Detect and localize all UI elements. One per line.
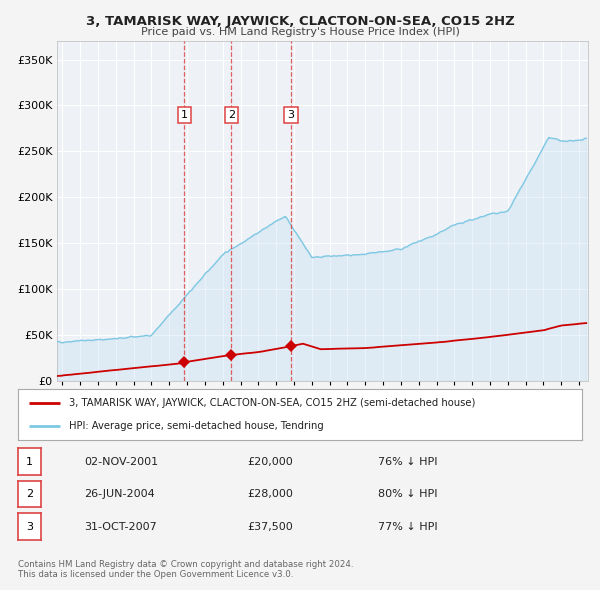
Text: 3, TAMARISK WAY, JAYWICK, CLACTON-ON-SEA, CO15 2HZ: 3, TAMARISK WAY, JAYWICK, CLACTON-ON-SEA… <box>86 15 514 28</box>
Text: HPI: Average price, semi-detached house, Tendring: HPI: Average price, semi-detached house,… <box>69 421 323 431</box>
Text: 3: 3 <box>26 522 33 532</box>
Text: 3, TAMARISK WAY, JAYWICK, CLACTON-ON-SEA, CO15 2HZ (semi-detached house): 3, TAMARISK WAY, JAYWICK, CLACTON-ON-SEA… <box>69 398 475 408</box>
Text: 02-NOV-2001: 02-NOV-2001 <box>84 457 158 467</box>
Text: 77% ↓ HPI: 77% ↓ HPI <box>378 522 437 532</box>
Text: 1: 1 <box>26 457 33 467</box>
Text: £28,000: £28,000 <box>247 489 293 499</box>
Text: 31-OCT-2007: 31-OCT-2007 <box>84 522 157 532</box>
Text: 1: 1 <box>181 110 188 120</box>
Text: 80% ↓ HPI: 80% ↓ HPI <box>378 489 437 499</box>
Text: 76% ↓ HPI: 76% ↓ HPI <box>378 457 437 467</box>
Text: £20,000: £20,000 <box>247 457 293 467</box>
Text: 3: 3 <box>287 110 295 120</box>
Text: £37,500: £37,500 <box>247 522 293 532</box>
Text: Contains HM Land Registry data © Crown copyright and database right 2024.
This d: Contains HM Land Registry data © Crown c… <box>18 560 353 579</box>
Text: 2: 2 <box>26 489 33 499</box>
Text: 26-JUN-2004: 26-JUN-2004 <box>84 489 155 499</box>
Text: Price paid vs. HM Land Registry's House Price Index (HPI): Price paid vs. HM Land Registry's House … <box>140 27 460 37</box>
Text: 2: 2 <box>228 110 235 120</box>
